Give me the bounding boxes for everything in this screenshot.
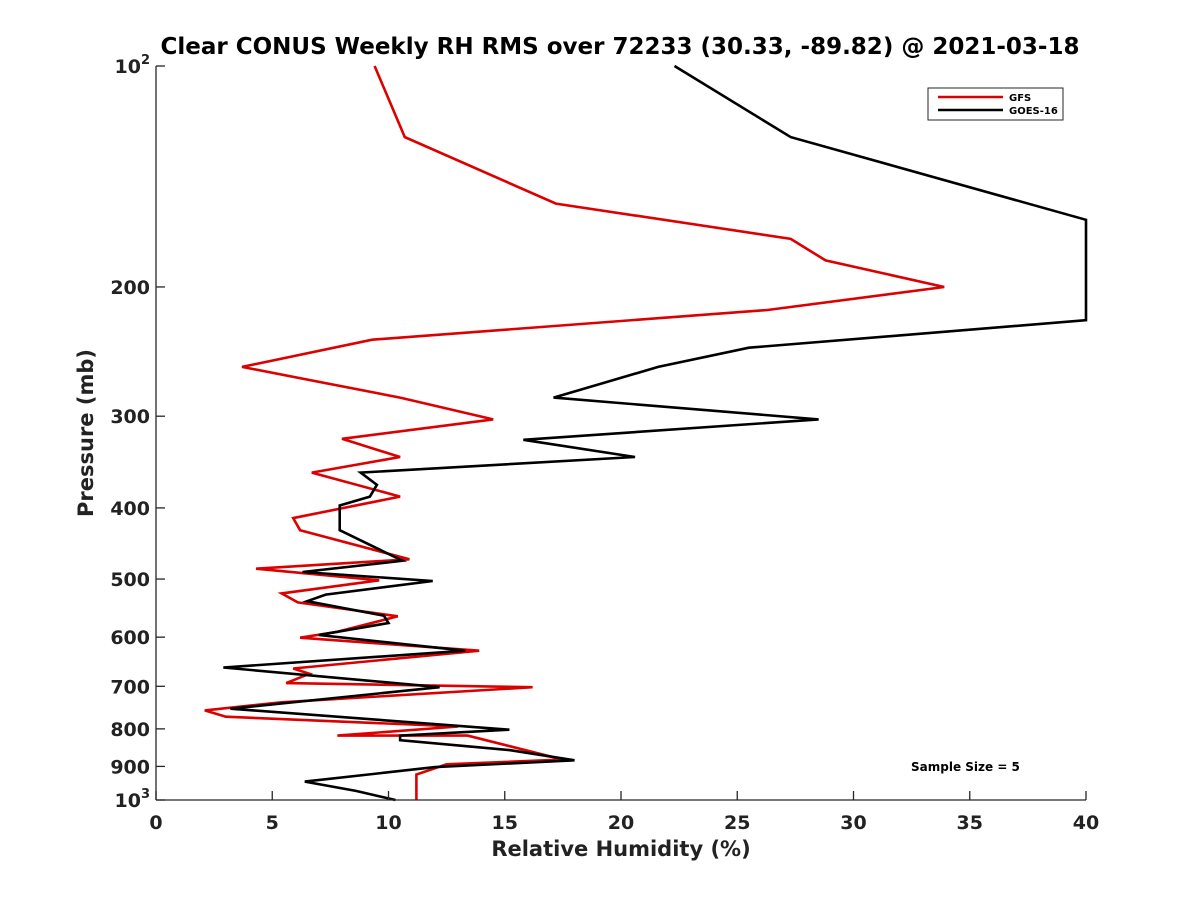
x-tick-label: 35: [957, 812, 983, 834]
x-axis-label: Relative Humidity (%): [491, 837, 750, 861]
y-ticks: 102 200 300 400 500 600 700 800 900 103: [110, 53, 165, 812]
x-ticks: 0 5 10 15 20 25 30 35 40: [149, 791, 1099, 834]
series-line-gfs: [204, 65, 945, 800]
sample-size-annotation: Sample Size = 5: [911, 760, 1020, 774]
y-tick-label: 600: [110, 627, 150, 649]
chart-title: Clear CONUS Weekly RH RMS over 72233 (30…: [161, 34, 1080, 60]
x-tick-label: 5: [266, 812, 279, 834]
x-tick-label: 10: [375, 812, 401, 834]
x-tick-label: 15: [492, 812, 518, 834]
series-line-goes16: [223, 64, 1088, 802]
x-tick-label: 25: [724, 812, 750, 834]
y-tick-label: 300: [110, 406, 150, 428]
plot-lines: [204, 64, 1088, 802]
y-tick-label: 400: [110, 498, 150, 520]
x-tick-label: 30: [840, 812, 866, 834]
y-axis-label: Pressure (mb): [74, 349, 98, 517]
legend-label-goes16: GOES-16: [1009, 106, 1058, 117]
y-tick-label: 103: [115, 787, 151, 812]
y-tick-label: 200: [110, 277, 150, 299]
x-tick-label: 0: [149, 812, 162, 834]
x-tick-label: 40: [1073, 812, 1099, 834]
y-tick-label: 700: [110, 676, 150, 698]
y-tick-label: 900: [110, 756, 150, 778]
legend: GFS GOES-16: [927, 87, 1064, 121]
y-tick-label: 800: [110, 719, 150, 741]
y-tick-label: 102: [115, 53, 151, 78]
y-tick-label: 500: [110, 569, 150, 591]
legend-label-gfs: GFS: [1009, 93, 1031, 104]
legend-box: [927, 87, 1064, 121]
x-tick-label: 20: [608, 812, 634, 834]
